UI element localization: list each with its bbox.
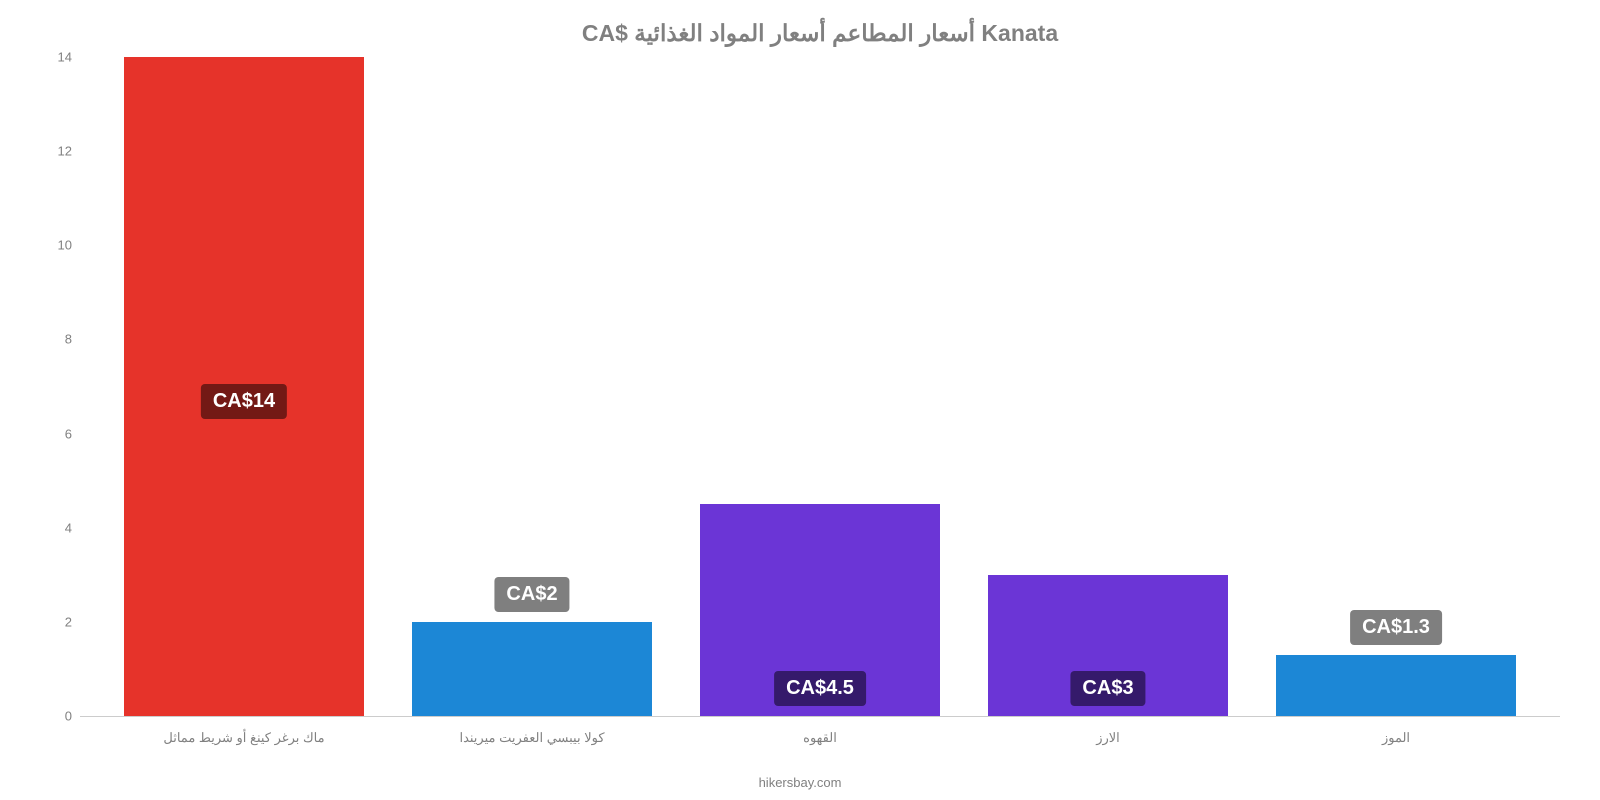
x-category-label: كولا بيبسي العفريت ميريندا	[403, 730, 661, 746]
bar: CA$1.3	[1276, 655, 1516, 716]
x-category-label: الموز	[1267, 730, 1525, 746]
bar-value-label: CA$2	[494, 577, 569, 612]
y-tick-label: 14	[58, 50, 72, 65]
x-category-label: القهوه	[691, 730, 949, 746]
bars-area: CA$14 CA$2 CA$4.5 CA$3 CA$1.3	[80, 57, 1560, 716]
bar-group: CA$4.5	[691, 57, 949, 716]
bar-group: CA$1.3	[1267, 57, 1525, 716]
bar-group: CA$3	[979, 57, 1237, 716]
y-tick-label: 6	[65, 426, 72, 441]
x-category-label: ماك برغر كينغ أو شريط مماثل	[115, 730, 373, 746]
y-tick-label: 0	[65, 709, 72, 724]
bar: CA$14	[124, 57, 364, 716]
bar-value-label: CA$1.3	[1350, 610, 1442, 645]
y-tick-label: 8	[65, 332, 72, 347]
x-axis: ماك برغر كينغ أو شريط مماثل كولا بيبسي ال…	[80, 730, 1560, 746]
bar-value-label: CA$14	[201, 384, 287, 419]
bar-value-label: CA$3	[1070, 671, 1145, 706]
bar-group: CA$2	[403, 57, 661, 716]
x-category-label: الارز	[979, 730, 1237, 746]
y-axis: 02468101214	[40, 57, 80, 716]
chart-title: CA$ أسعار المطاعم أسعار المواد الغذائية …	[80, 20, 1560, 47]
source-attribution: hikersbay.com	[759, 775, 842, 790]
plot-area: 02468101214 CA$14CA$2CA$4.5CA$3CA$1.3 ما…	[80, 57, 1560, 717]
y-tick-label: 12	[58, 144, 72, 159]
bar-value-label: CA$4.5	[774, 671, 866, 706]
y-tick-label: 10	[58, 238, 72, 253]
y-tick-label: 2	[65, 614, 72, 629]
bar: CA$3	[988, 575, 1228, 716]
bar: CA$2	[412, 622, 652, 716]
bar: CA$4.5	[700, 504, 940, 716]
chart-container: CA$ أسعار المطاعم أسعار المواد الغذائية …	[0, 0, 1600, 800]
y-tick-label: 4	[65, 520, 72, 535]
bar-group: CA$14	[115, 57, 373, 716]
